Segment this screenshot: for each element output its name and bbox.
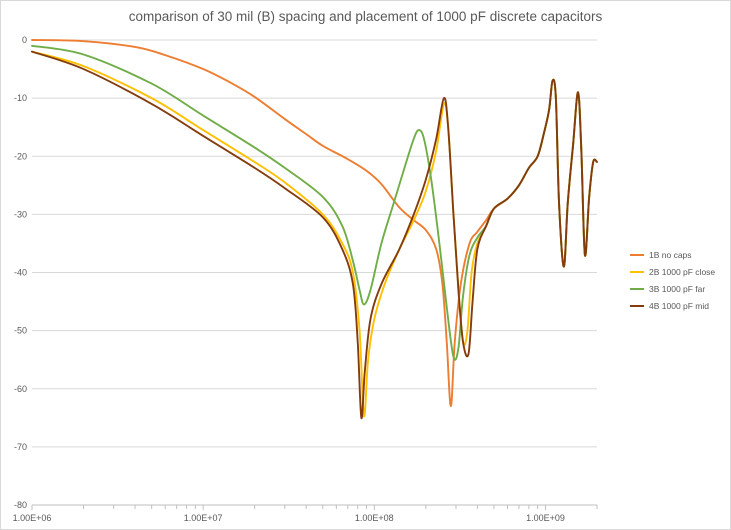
legend-label-2b: 2B 1000 pF close xyxy=(649,266,716,277)
x-tick-label-0: 1.00E+06 xyxy=(13,513,52,523)
y-tick-label-3: -30 xyxy=(14,209,27,219)
x-tick-label-3: 1.00E+09 xyxy=(526,513,565,523)
x-tick-label-1: 1.00E+07 xyxy=(184,513,223,523)
y-tick-label-1: -10 xyxy=(14,93,27,103)
y-tick-label-8: -80 xyxy=(14,500,27,510)
chart-title: comparison of 30 mil (B) spacing and pla… xyxy=(128,9,603,24)
y-tick-label-4: -40 xyxy=(14,268,27,278)
legend-swatch-4b xyxy=(630,304,644,307)
legend-label-4b: 4B 1000 pF mid xyxy=(649,300,710,311)
y-tick-label-5: -50 xyxy=(14,326,27,336)
legend: 1B no caps 2B 1000 pF close 3B 1000 pF f… xyxy=(630,246,728,314)
legend-swatch-3b xyxy=(630,287,644,290)
legend-label-1b: 1B no caps xyxy=(649,249,692,260)
series-line-2 xyxy=(31,50,598,418)
y-tick-label-6: -60 xyxy=(14,384,27,394)
y-tick-label-7: -70 xyxy=(14,442,27,452)
legend-swatch-1b xyxy=(630,253,644,256)
legend-item-3b-far: 3B 1000 pF far xyxy=(630,280,728,297)
y-tick-label-2: -20 xyxy=(14,151,27,161)
series-line-1 xyxy=(31,39,598,408)
y-tick-label-0: 0 xyxy=(22,35,27,45)
legend-item-1b-no-caps: 1B no caps xyxy=(630,246,728,263)
legend-swatch-2b xyxy=(630,270,644,273)
legend-label-3b: 3B 1000 pF far xyxy=(649,283,706,294)
legend-item-2b-close: 2B 1000 pF close xyxy=(630,263,728,280)
legend-item-4b-mid: 4B 1000 pF mid xyxy=(630,297,728,314)
x-tick-label-2: 1.00E+08 xyxy=(355,513,394,523)
series-line-4 xyxy=(31,50,598,419)
series-line-3 xyxy=(31,44,598,361)
